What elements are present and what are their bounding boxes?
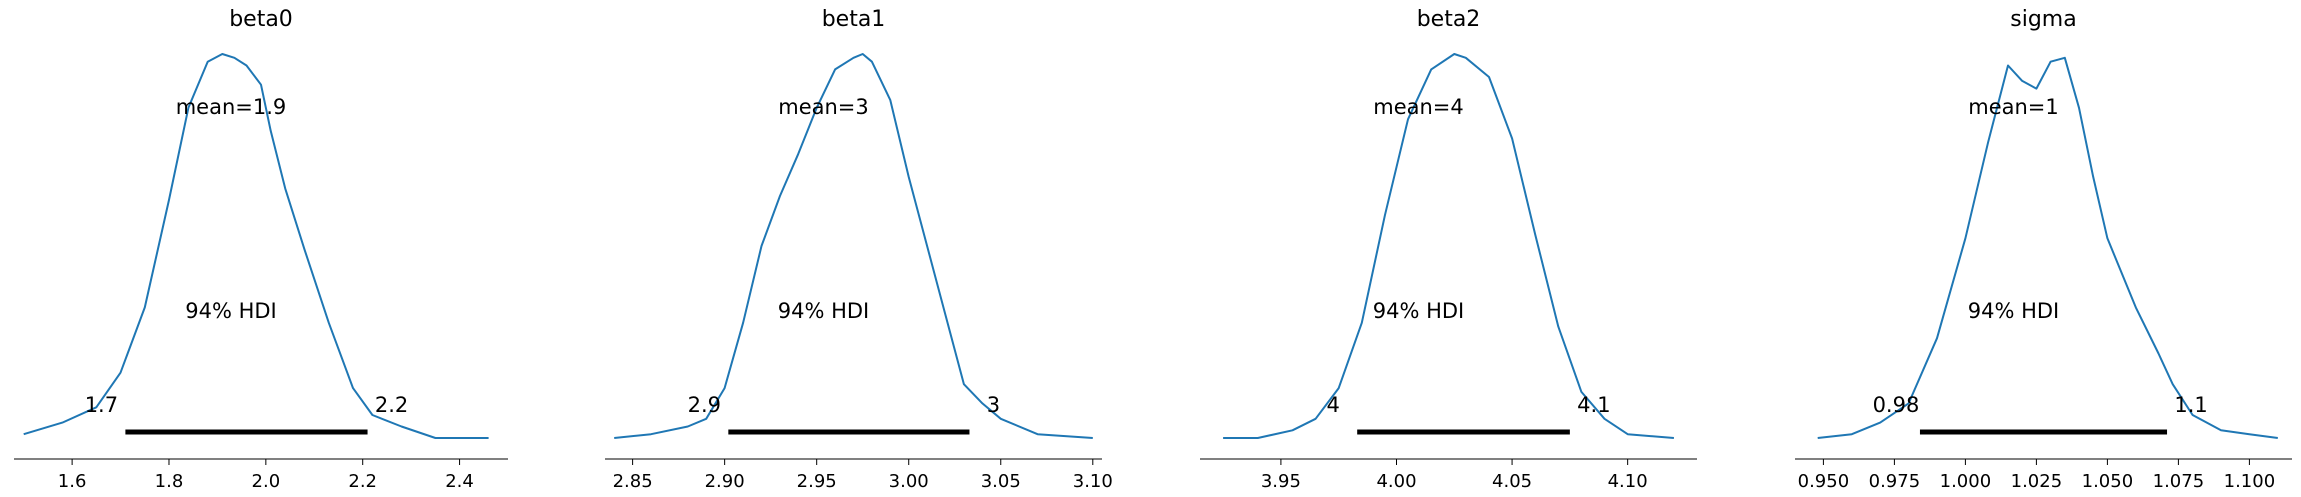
- density-curve: [614, 53, 1093, 439]
- hdi-lower-label: 0.98: [1873, 393, 1920, 417]
- mean-label: mean=4: [1373, 95, 1464, 119]
- x-tick-label: 3.95: [1261, 471, 1301, 492]
- x-tick-label: 3.05: [981, 471, 1021, 492]
- x-tick-label: 1.050: [2082, 471, 2134, 492]
- hdi-label: 94% HDI: [1968, 299, 2060, 323]
- panel-title: beta1: [822, 7, 886, 32]
- hdi-upper-label: 1.1: [2174, 393, 2207, 417]
- plot-panel-beta1: beta1 2.85 2.90 2.95 3.00 3.05 3.10 mean=3 94% H…: [605, 7, 1113, 492]
- hdi-lower-label: 4: [1327, 393, 1340, 417]
- x-tick-label: 2.4: [445, 471, 474, 492]
- x-tick-label: 1.025: [2011, 471, 2063, 492]
- mean-label: mean=1.9: [176, 95, 287, 119]
- panel-title: sigma: [2010, 7, 2076, 32]
- density-curve: [1817, 56, 2278, 439]
- x-tick-label: 1.000: [1940, 471, 1992, 492]
- x-tick-label: 2.0: [252, 471, 281, 492]
- x-tick-label: 4.00: [1376, 471, 1416, 492]
- hdi-label: 94% HDI: [778, 299, 870, 323]
- x-tick-label: 1.6: [58, 471, 87, 492]
- plot-panel-beta0: beta0 1.6 1.8 2.0 2.2 2.4 mean=1.9 94% HDI 1.7 2.…: [14, 7, 508, 492]
- mean-label: mean=3: [778, 95, 869, 119]
- x-tick-label: 3.00: [889, 471, 929, 492]
- x-tick-label: 1.100: [2224, 471, 2276, 492]
- panel-title: beta0: [229, 7, 293, 32]
- x-tick-label: 2.2: [348, 471, 377, 492]
- x-tick-label: 1.8: [155, 471, 184, 492]
- x-tick-label: 0.975: [1869, 471, 1921, 492]
- x-tick-label: 2.90: [705, 471, 745, 492]
- x-tick-label: 2.95: [797, 471, 837, 492]
- hdi-upper-label: 2.2: [375, 393, 408, 417]
- x-tick-label: 3.10: [1073, 471, 1113, 492]
- density-curve: [23, 53, 489, 439]
- density-curve: [1223, 53, 1674, 439]
- hdi-lower-label: 1.7: [85, 393, 118, 417]
- x-tick-label: 4.10: [1608, 471, 1648, 492]
- panel-title: beta2: [1417, 7, 1481, 32]
- mean-label: mean=1: [1968, 95, 2059, 119]
- hdi-lower-label: 2.9: [688, 393, 721, 417]
- plot-panel-sigma: sigma 0.950 0.975 1.000 1.025 1.050 1.075 1.100…: [1795, 7, 2292, 492]
- x-tick-label: 4.05: [1492, 471, 1532, 492]
- hdi-label: 94% HDI: [1373, 299, 1465, 323]
- x-tick-label: 2.85: [613, 471, 653, 492]
- x-tick-label: 1.075: [2153, 471, 2205, 492]
- x-tick-label: 0.950: [1798, 471, 1850, 492]
- hdi-label: 94% HDI: [185, 299, 277, 323]
- plot-panel-beta2: beta2 3.95 4.00 4.05 4.10 mean=4 94% HDI 4 4.1: [1200, 7, 1697, 492]
- hdi-upper-label: 3: [987, 393, 1000, 417]
- hdi-upper-label: 4.1: [1577, 393, 1610, 417]
